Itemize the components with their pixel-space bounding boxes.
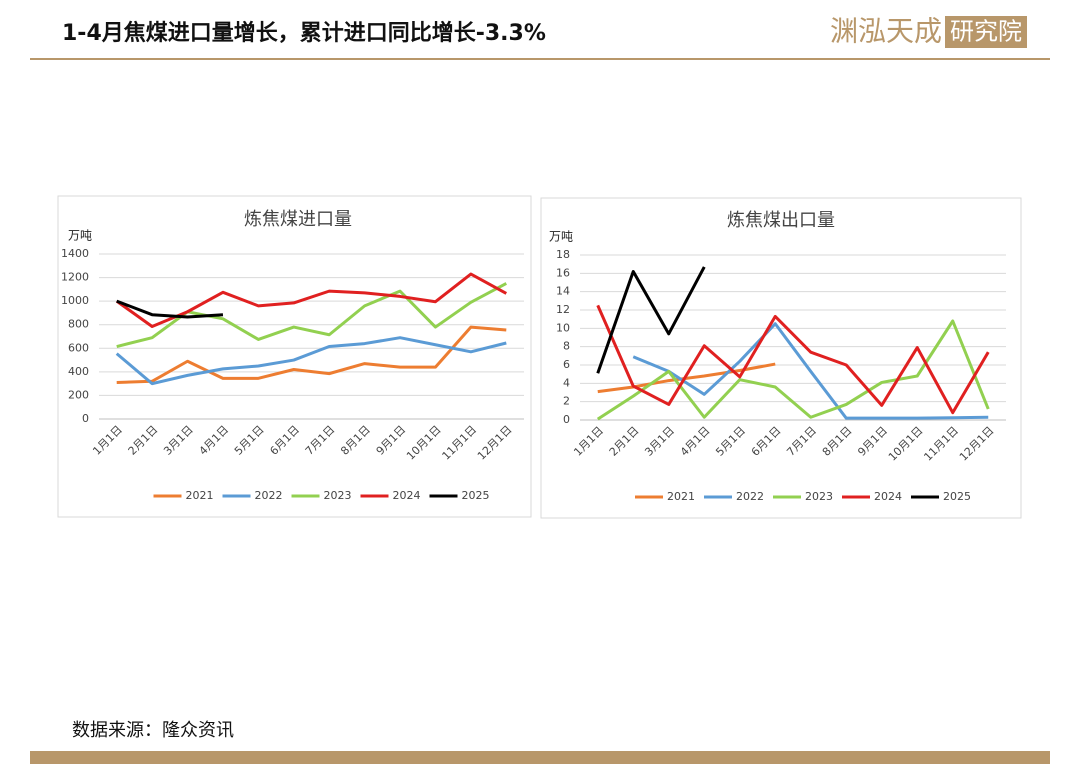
y-axis-unit: 万吨 bbox=[549, 230, 573, 244]
y-tick-label: 8 bbox=[563, 340, 570, 353]
series-line bbox=[596, 319, 990, 421]
legend-label: 2022 bbox=[255, 489, 283, 502]
series-line bbox=[115, 336, 507, 386]
legend-label: 2025 bbox=[943, 490, 971, 503]
y-tick-label: 0 bbox=[563, 413, 570, 426]
y-tick-label: 200 bbox=[68, 388, 89, 401]
legend-label: 2024 bbox=[393, 489, 421, 502]
series-line bbox=[596, 266, 706, 374]
y-axis-unit: 万吨 bbox=[68, 229, 92, 243]
legend-label: 2024 bbox=[874, 490, 902, 503]
footer-bar bbox=[30, 751, 1050, 764]
series-line bbox=[632, 322, 989, 420]
y-tick-label: 14 bbox=[556, 285, 570, 298]
y-tick-label: 12 bbox=[556, 303, 570, 316]
chart-title: 炼焦煤进口量 bbox=[244, 209, 352, 230]
legend-label: 2023 bbox=[324, 489, 352, 502]
legend-label: 2021 bbox=[667, 490, 695, 503]
y-tick-label: 4 bbox=[563, 376, 570, 389]
y-tick-label: 0 bbox=[82, 412, 89, 425]
y-tick-label: 1200 bbox=[61, 271, 89, 284]
legend-label: 2023 bbox=[805, 490, 833, 503]
chart-title: 炼焦煤出口量 bbox=[727, 210, 835, 231]
source: 数据来源：隆众资讯 bbox=[72, 720, 234, 741]
series-line bbox=[596, 304, 990, 415]
y-tick-label: 600 bbox=[68, 341, 89, 354]
y-tick-label: 800 bbox=[68, 318, 89, 331]
y-tick-label: 1400 bbox=[61, 247, 89, 260]
y-tick-label: 1000 bbox=[61, 294, 89, 307]
y-tick-label: 18 bbox=[556, 248, 570, 261]
legend-label: 2022 bbox=[736, 490, 764, 503]
legend-label: 2021 bbox=[186, 489, 214, 502]
y-tick-label: 2 bbox=[563, 395, 570, 408]
y-tick-label: 400 bbox=[68, 365, 89, 378]
series-line bbox=[116, 325, 507, 384]
legend-label: 2025 bbox=[462, 489, 490, 502]
chart-frame bbox=[57, 195, 532, 518]
y-tick-label: 6 bbox=[563, 358, 570, 371]
page-title: 1-4月焦煤进口量增长，累计进口同比增长-3.3% bbox=[62, 20, 546, 46]
series-line bbox=[115, 272, 508, 328]
y-tick-label: 16 bbox=[556, 266, 570, 279]
y-tick-label: 10 bbox=[556, 321, 570, 334]
chart-frame bbox=[540, 197, 1022, 519]
logo-box-text: 研究院 bbox=[950, 18, 1022, 46]
logo-box bbox=[945, 16, 1027, 48]
logo-text: 渊泓天成 bbox=[830, 15, 942, 48]
series-line bbox=[116, 299, 224, 319]
